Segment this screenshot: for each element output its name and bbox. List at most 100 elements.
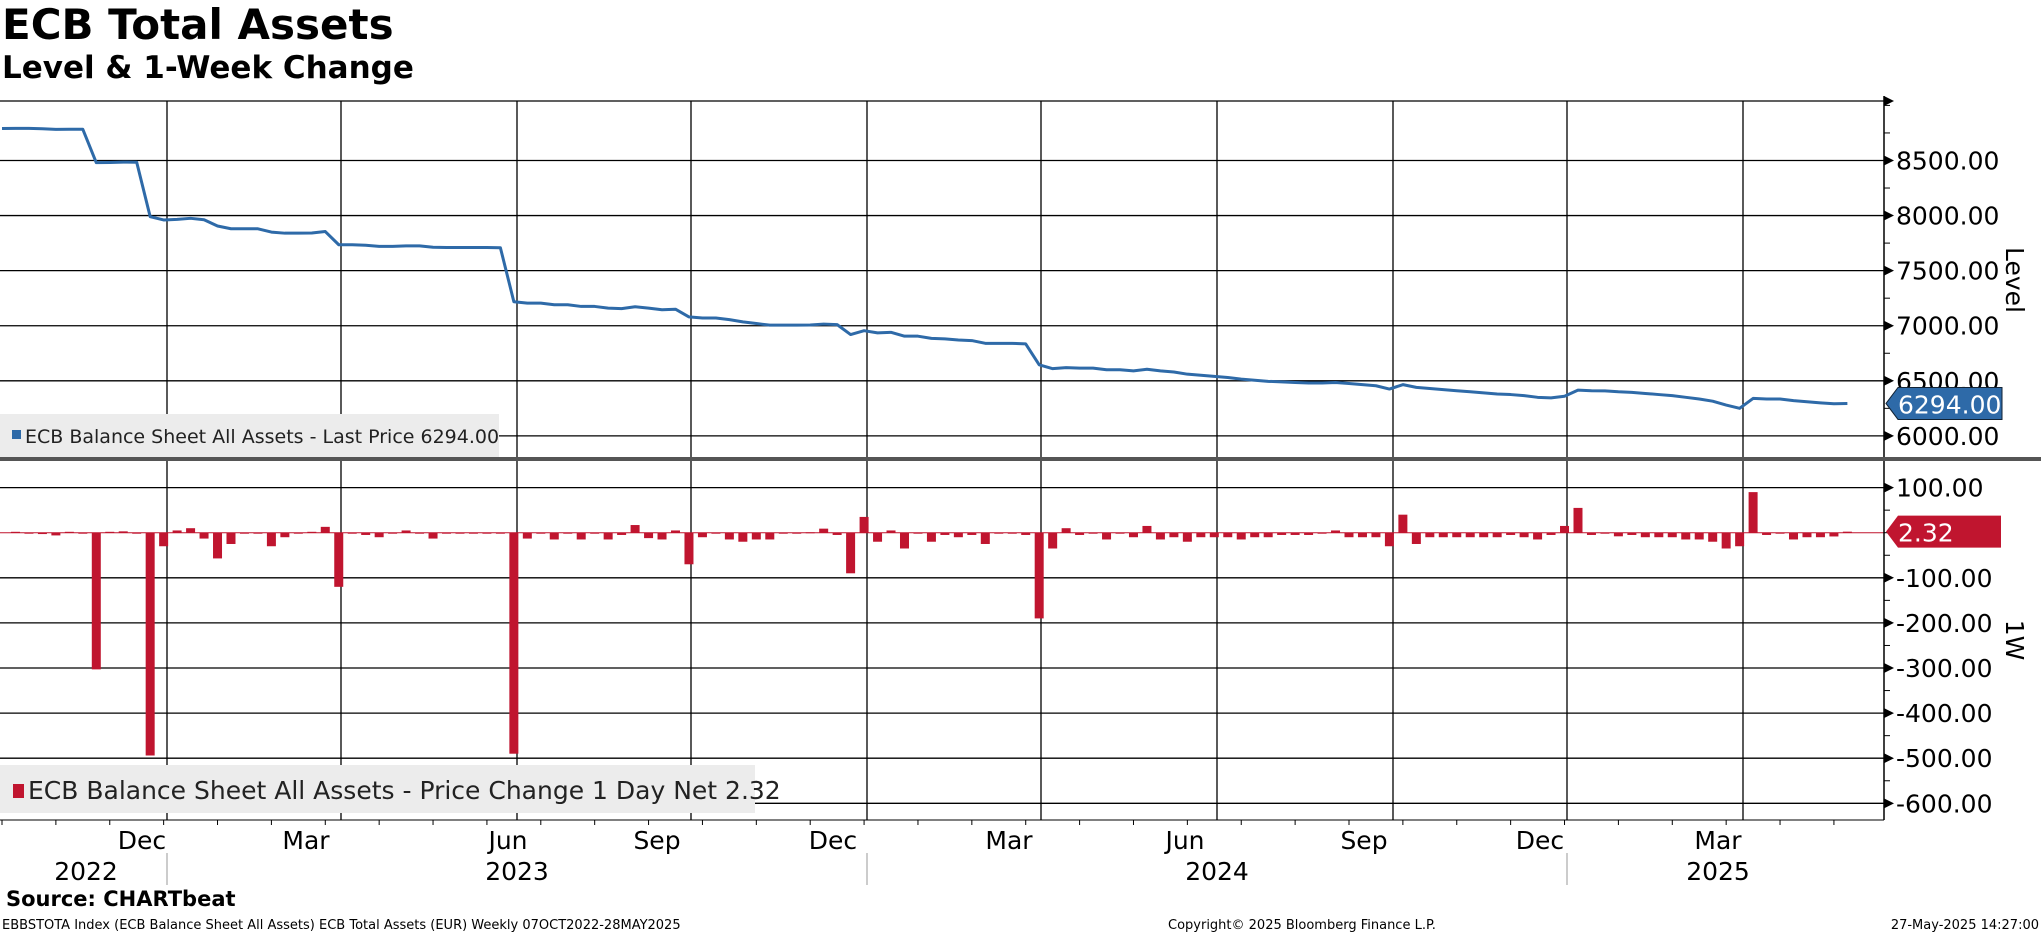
change-bar (873, 532, 883, 542)
x-year-label: 2024 (1185, 857, 1249, 886)
change-bar (91, 532, 101, 670)
change-bar (1789, 532, 1799, 540)
change-bar (1842, 531, 1852, 533)
change-bar (522, 532, 532, 539)
change-bar (805, 532, 815, 534)
change-bar (1236, 532, 1246, 540)
change-bar (1021, 532, 1031, 535)
change-bar (468, 532, 478, 534)
change-bar (455, 532, 465, 534)
change-bar (644, 532, 654, 539)
change-bar (509, 532, 519, 754)
y-tick-label: 7000.00 (1896, 312, 1999, 341)
change-bar (1708, 532, 1718, 542)
y-tick-label: -200.00 (1896, 609, 1993, 638)
change-bar (711, 532, 721, 534)
change-bar (361, 532, 371, 535)
change-bar (307, 531, 317, 533)
legend-swatch-level (12, 430, 21, 439)
lower-legend-box (0, 765, 755, 813)
change-bar (1277, 532, 1287, 535)
change-bar (1075, 532, 1085, 535)
change-bar (536, 532, 546, 534)
change-bar (1102, 532, 1112, 540)
change-bar (1721, 532, 1731, 549)
change-bar (145, 532, 155, 756)
legend-label-level: ECB Balance Sheet All Assets - Last Pric… (25, 426, 499, 448)
change-bar (24, 532, 34, 534)
y-tick-label: 8000.00 (1896, 202, 1999, 231)
change-bar (1600, 532, 1610, 534)
change-bar (980, 532, 990, 544)
change-bar (334, 532, 344, 587)
change-bar (1560, 525, 1570, 533)
change-bar (1263, 532, 1273, 538)
y-tick-label: -300.00 (1896, 654, 1993, 683)
change-bar (1398, 514, 1408, 533)
change-bar (1492, 532, 1502, 538)
change-bar (1533, 532, 1543, 540)
change-bar (846, 532, 856, 574)
x-month-label: Sep (633, 826, 680, 855)
change-bar (1182, 532, 1192, 542)
change-bar (697, 532, 707, 538)
change-bar (280, 532, 290, 538)
change-bar (1479, 532, 1489, 538)
change-bar (1209, 532, 1219, 538)
x-month-label: Dec (118, 826, 166, 855)
level-line (1, 126, 1848, 410)
change-bar (1438, 532, 1448, 538)
panel-separator (0, 457, 2041, 461)
change-bar (51, 532, 61, 536)
change-bar (1775, 532, 1785, 534)
change-bar (1829, 532, 1839, 537)
change-bar (590, 532, 600, 534)
change-bar (37, 532, 47, 535)
source-note: Source: CHARTbeat (6, 887, 236, 911)
change-bar (657, 532, 667, 540)
change-bar (1465, 532, 1475, 538)
change-bar (1371, 532, 1381, 538)
change-bar (1128, 532, 1138, 538)
change-bar (1425, 532, 1435, 538)
last-value-tag-change (1886, 515, 2001, 548)
change-bar (1735, 532, 1745, 547)
change-bar (832, 532, 842, 535)
change-bar (266, 532, 276, 547)
change-bar (105, 531, 115, 533)
change-bar (1357, 532, 1367, 538)
change-bar (953, 532, 963, 538)
change-bar (1613, 532, 1623, 537)
change-bar (482, 532, 492, 534)
change-bar (1196, 532, 1206, 538)
change-bar (442, 532, 452, 534)
change-bar (1681, 532, 1691, 540)
x-month-label: Mar (985, 826, 1033, 855)
change-bar (684, 532, 694, 565)
change-bar (172, 530, 182, 533)
y-tick-label: 7500.00 (1896, 257, 1999, 286)
x-month-label: Dec (1516, 826, 1564, 855)
change-bar (1640, 532, 1650, 538)
change-bar (186, 528, 196, 533)
change-bar (428, 532, 438, 539)
last-value-label-change: 2.32 (1898, 519, 1954, 548)
y-tick-label: -600.00 (1896, 789, 1993, 818)
x-year-label: 2023 (485, 857, 549, 886)
change-bar (859, 516, 869, 533)
change-bar (1762, 532, 1772, 535)
change-bar (1694, 532, 1704, 540)
change-bar (1384, 532, 1394, 547)
change-bar (899, 532, 909, 549)
change-bar (388, 532, 398, 534)
y-axis-title-level: Level (2000, 247, 2029, 313)
change-bar (1061, 528, 1071, 533)
change-bar (1250, 532, 1260, 538)
change-bar (603, 532, 613, 540)
change-bar (563, 532, 573, 534)
y-tick-label: 8500.00 (1896, 146, 1999, 175)
chart-title: ECB Total Assets (2, 0, 394, 49)
change-bar (1088, 532, 1098, 534)
change-bar (159, 532, 169, 547)
